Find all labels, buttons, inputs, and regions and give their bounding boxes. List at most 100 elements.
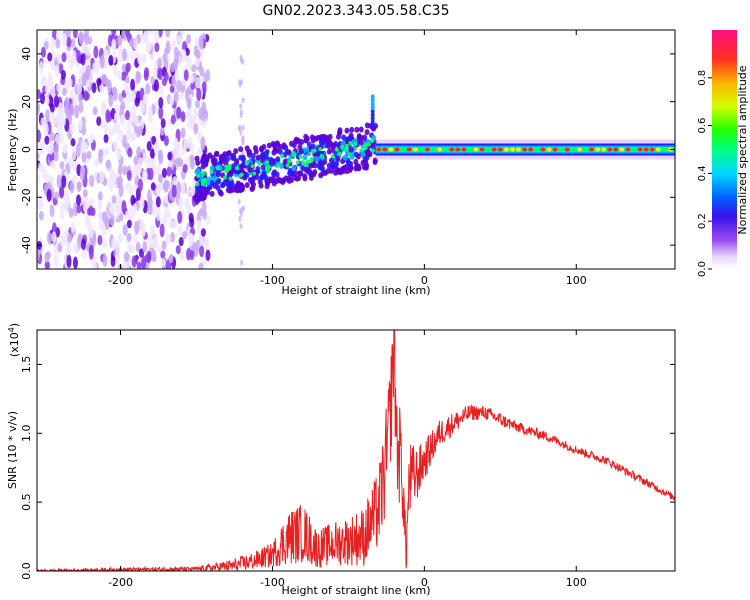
spectral-blob xyxy=(88,224,94,239)
spectral-blob xyxy=(47,52,53,62)
spectral-blob xyxy=(176,181,182,195)
spectral-blob xyxy=(286,149,292,156)
spectral-blob xyxy=(189,158,195,170)
spectral-blob xyxy=(195,182,200,187)
spectral-blob xyxy=(170,114,176,125)
spectral-blob xyxy=(300,160,305,165)
spectral-blob xyxy=(61,52,67,63)
spectral-blob xyxy=(191,242,197,253)
spectral-blob xyxy=(64,96,70,110)
spectral-blob xyxy=(199,245,205,258)
spectral-blob xyxy=(70,138,76,147)
spectral-blob xyxy=(135,164,141,175)
spectral-blob xyxy=(180,127,186,139)
spectral-blob xyxy=(503,147,509,152)
spectral-blob xyxy=(69,89,75,100)
spectral-blob xyxy=(157,57,163,69)
spectral-blob xyxy=(176,35,182,45)
spectral-blob xyxy=(443,147,449,152)
spectral-blob xyxy=(134,97,140,107)
spectral-blob xyxy=(149,30,155,35)
spectral-blob xyxy=(117,233,123,243)
spectral-blob xyxy=(113,139,119,152)
spectral-blob xyxy=(355,153,361,160)
spectral-blob xyxy=(38,196,44,211)
spectral-blob xyxy=(53,142,59,155)
spectral-blob xyxy=(241,97,245,104)
chart-title: GN02.2023.343.05.58.C35 xyxy=(263,3,450,19)
spectral-blob xyxy=(115,104,121,114)
spectral-blob xyxy=(137,53,143,65)
spectral-blob xyxy=(239,168,245,175)
spectral-blob xyxy=(101,100,107,112)
spectral-blob xyxy=(103,134,109,144)
spectral-blob xyxy=(116,176,122,186)
spectral-blob xyxy=(61,175,67,189)
spectral-blob xyxy=(154,42,160,53)
spectral-blob xyxy=(258,174,264,181)
spectral-blob xyxy=(234,166,239,171)
spectral-blob xyxy=(38,162,44,173)
spectral-blob xyxy=(54,64,60,78)
spectral-blob xyxy=(72,30,78,39)
spectral-blob xyxy=(558,147,564,152)
spectral-blob xyxy=(108,54,114,66)
y-tick-label: 40 xyxy=(20,47,33,61)
spectral-blob xyxy=(141,53,147,65)
spectral-blob xyxy=(118,183,124,198)
spectral-blob xyxy=(330,154,335,159)
spectral-blob xyxy=(239,103,243,110)
spectral-blob xyxy=(201,256,207,267)
spectral-blob xyxy=(272,169,278,176)
spectral-blob xyxy=(125,89,131,104)
spectral-blob xyxy=(516,147,522,152)
spectral-blob xyxy=(124,251,130,263)
spectral-blob xyxy=(199,189,205,196)
spectral-blob xyxy=(364,129,370,136)
spectral-blob xyxy=(50,60,56,71)
spectral-blob xyxy=(239,186,245,193)
snr-axes: -200 -100 0 100 0.0 0.5 1.0 1.5 xyxy=(20,330,675,589)
spectral-blob xyxy=(334,147,339,152)
spectral-blob xyxy=(370,119,375,125)
spectral-blob xyxy=(305,159,310,164)
spectral-blob xyxy=(84,30,90,38)
spectral-blob xyxy=(138,157,144,166)
spectral-blob xyxy=(239,112,243,119)
spectral-blob xyxy=(117,165,123,176)
spectral-blob xyxy=(75,143,81,158)
spectral-blob xyxy=(211,175,217,182)
spectral-blob xyxy=(156,245,162,254)
spectral-blob xyxy=(143,69,149,81)
spectral-blob xyxy=(174,53,180,65)
spectral-blob xyxy=(166,166,172,177)
spectral-blob xyxy=(40,46,46,58)
spectral-blob xyxy=(661,147,667,152)
spectral-blob xyxy=(216,166,221,171)
spectral-blob xyxy=(39,61,45,70)
spectral-blob xyxy=(140,222,146,233)
spectral-blob xyxy=(298,148,304,155)
spectral-blob xyxy=(370,94,375,100)
spectral-blob xyxy=(144,30,150,38)
spectral-blob xyxy=(228,176,233,181)
spectral-blob xyxy=(132,37,138,50)
spectral-blob xyxy=(296,160,301,165)
spectral-blob xyxy=(40,117,46,127)
spectral-blob xyxy=(157,67,163,81)
spectral-blob xyxy=(212,182,218,189)
spectral-blob xyxy=(177,224,183,236)
spectral-blob xyxy=(209,170,214,175)
spectral-blob xyxy=(198,39,204,50)
spectral-blob xyxy=(576,147,582,152)
spectral-blob xyxy=(183,139,189,150)
spectral-blob xyxy=(239,211,243,218)
spectral-blob xyxy=(238,146,244,153)
spectral-blob xyxy=(564,147,570,152)
spectral-blob xyxy=(122,48,128,62)
spectral-blob xyxy=(147,204,153,216)
spectral-blob xyxy=(118,128,124,142)
spectral-blob xyxy=(197,147,203,157)
spectral-blob xyxy=(111,30,117,37)
